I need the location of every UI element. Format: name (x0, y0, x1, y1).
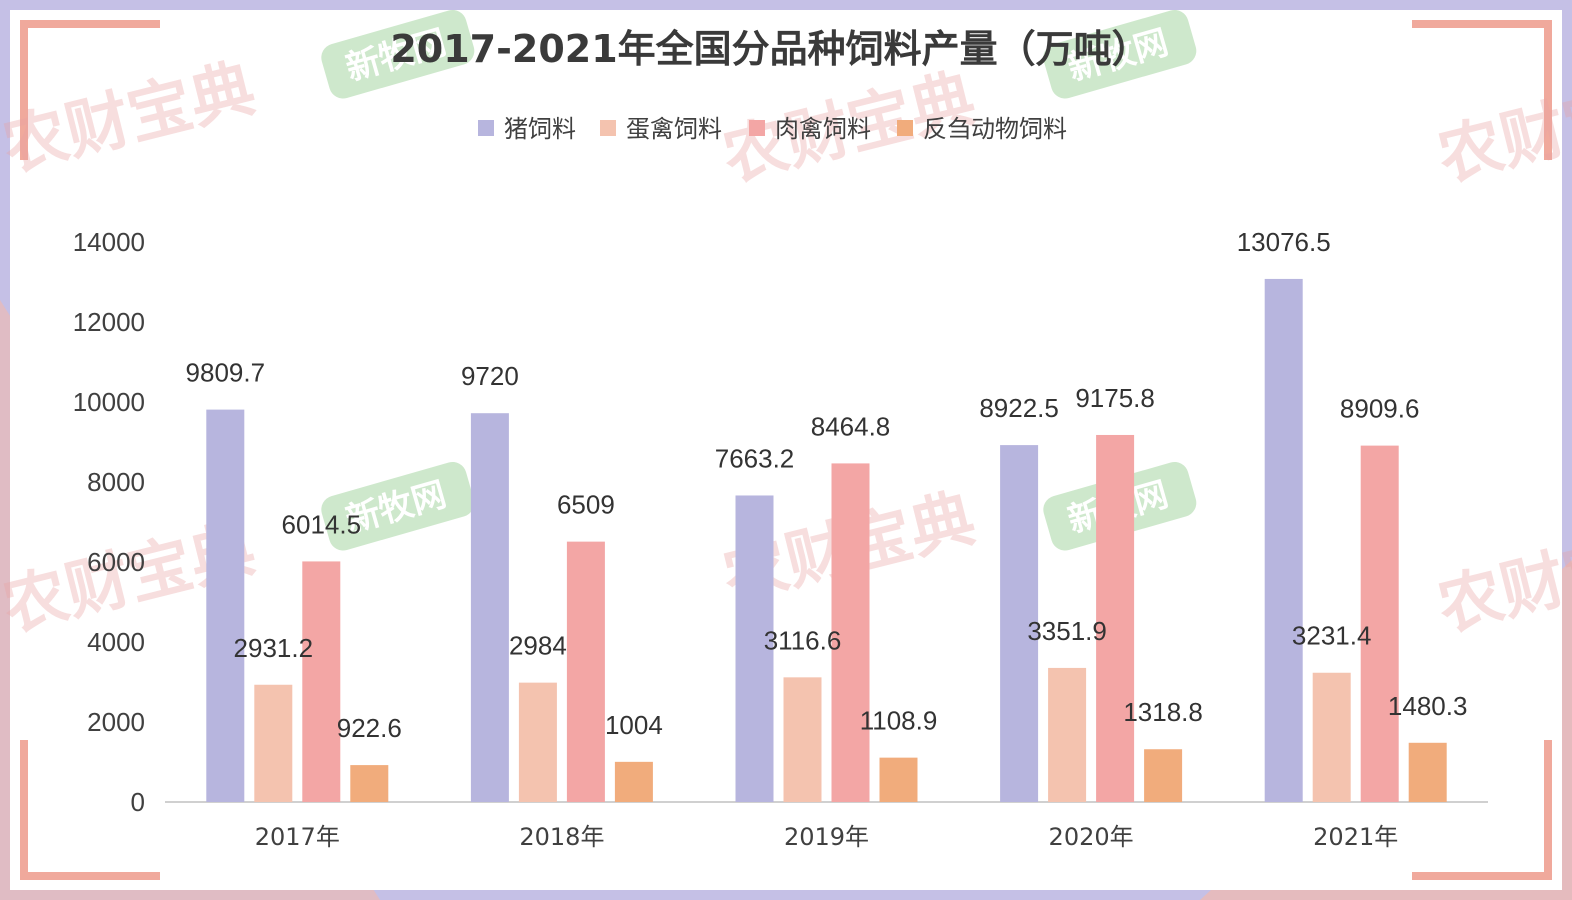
bar (1048, 667, 1087, 802)
watermark-brand-red: 农财宝典 (1431, 62, 1572, 196)
data-label: 8464.8 (811, 411, 891, 441)
x-tick-label: 2020年 (1049, 823, 1134, 851)
data-label: 3231.4 (1292, 621, 1372, 651)
legend-label: 猪饲料 (504, 115, 576, 143)
data-label: 922.6 (337, 713, 402, 743)
bar (1264, 278, 1303, 802)
data-label: 3351.9 (1027, 616, 1107, 646)
watermark-brand-red: 农财宝典 (0, 52, 262, 186)
bar (735, 495, 774, 802)
data-label: 2931.2 (234, 633, 314, 663)
data-label: 1108.9 (860, 706, 938, 736)
watermark-brand-green-badge: 新牧网 (321, 461, 475, 551)
bar (1096, 434, 1135, 802)
data-label: 1480.3 (1388, 691, 1468, 721)
y-tick-label: 6000 (87, 547, 145, 577)
y-tick-label: 4000 (87, 627, 145, 657)
bar (518, 682, 557, 802)
y-tick-label: 10000 (73, 387, 145, 417)
bar (879, 757, 918, 802)
data-label: 1004 (605, 710, 663, 740)
bar (470, 413, 509, 802)
x-tick-label: 2021年 (1313, 823, 1398, 851)
bar (350, 765, 389, 802)
y-axis: 0 2000 4000 6000 8000 10000 12000 14000 (73, 227, 145, 817)
x-tick-label: 2018年 (519, 823, 604, 851)
data-label: 6014.5 (282, 509, 362, 539)
data-label: 3116.6 (764, 625, 842, 655)
data-labels: 9809.7 9720 7663.2 8922.5 13076.5 2931.2 2984 3… (186, 227, 1468, 743)
bar (302, 561, 341, 802)
data-label: 8909.6 (1340, 394, 1420, 424)
data-label: 1318.8 (1123, 697, 1203, 727)
legend-swatch (897, 120, 913, 136)
y-tick-label: 0 (131, 787, 145, 817)
watermark-badge-shape (321, 461, 475, 551)
data-label: 9720 (461, 361, 519, 391)
legend-label: 肉禽饲料 (775, 115, 871, 143)
bar (566, 541, 605, 802)
y-tick-label: 12000 (73, 307, 145, 337)
watermark-badge-shape (321, 9, 475, 99)
chart-title: 2017-2021年全国分品种饲料产量（万吨） (390, 27, 1149, 71)
bar (1312, 672, 1351, 802)
data-label: 8922.5 (979, 393, 1059, 423)
y-tick-label: 8000 (87, 467, 145, 497)
data-label: 6509 (557, 490, 615, 520)
x-tick-label: 2017年 (255, 823, 340, 851)
y-tick-label: 14000 (73, 227, 145, 257)
legend: 猪饲料 蛋禽饲料 肉禽饲料 反刍动物饲料 (478, 115, 1067, 143)
bar (1360, 445, 1399, 802)
watermark-brand-red: 农财宝典 (1431, 512, 1572, 646)
bars (206, 278, 1447, 802)
legend-label: 蛋禽饲料 (626, 115, 722, 143)
bar (1408, 742, 1447, 802)
bar (831, 463, 870, 802)
legend-swatch (749, 120, 765, 136)
watermark-badge-shape (1043, 9, 1197, 99)
data-label: 9175.8 (1075, 383, 1155, 413)
bar (254, 684, 293, 802)
legend-swatch (478, 120, 494, 136)
data-label: 7663.2 (715, 443, 795, 473)
bar (1144, 749, 1183, 802)
bar (783, 677, 822, 802)
legend-label: 反刍动物饲料 (923, 115, 1067, 143)
x-tick-label: 2019年 (784, 823, 869, 851)
y-tick-label: 2000 (87, 707, 145, 737)
bar (1000, 445, 1039, 802)
x-axis: 2017年 2018年 2019年 2020年 2021年 (165, 801, 1488, 851)
bar (206, 409, 245, 802)
bar (614, 761, 653, 802)
data-label: 9809.7 (186, 358, 266, 388)
legend-swatch (600, 120, 616, 136)
data-label: 13076.5 (1237, 227, 1331, 257)
data-label: 2984 (509, 631, 567, 661)
